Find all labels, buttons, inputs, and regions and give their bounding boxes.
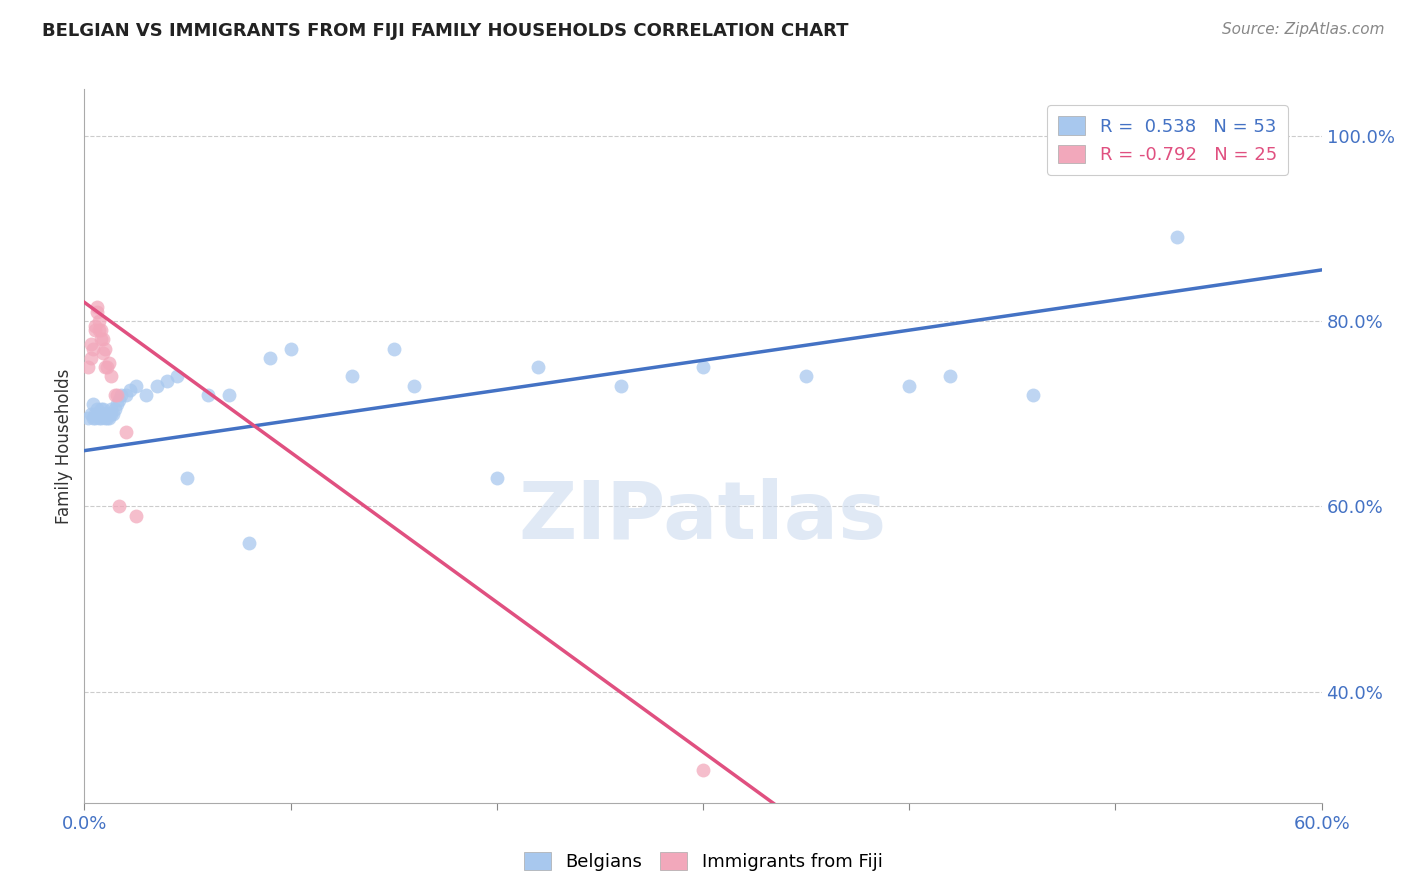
Point — [91, 333, 114, 347]
Point — [197, 388, 219, 402]
Point — [87, 411, 110, 425]
Point — [105, 388, 128, 402]
Point — [105, 397, 128, 411]
Point — [82, 397, 104, 411]
Point — [79, 407, 101, 421]
Point — [382, 342, 405, 356]
Point — [114, 425, 136, 439]
Point — [96, 407, 118, 421]
Point — [90, 411, 112, 425]
Point — [90, 323, 112, 337]
Point — [86, 407, 108, 421]
Point — [238, 536, 260, 550]
Point — [259, 351, 281, 365]
Point — [83, 318, 105, 333]
Point — [156, 374, 179, 388]
Point — [98, 355, 121, 369]
Point — [94, 360, 117, 375]
Point — [94, 411, 117, 425]
Point — [96, 360, 118, 375]
Point — [79, 351, 101, 365]
Point — [94, 342, 117, 356]
Point — [125, 508, 148, 523]
Point — [485, 471, 508, 485]
Point — [100, 401, 122, 416]
Point — [83, 407, 105, 421]
Text: ZIPatlas: ZIPatlas — [519, 478, 887, 557]
Point — [135, 388, 157, 402]
Point — [176, 471, 198, 485]
Point — [114, 388, 136, 402]
Point — [100, 369, 122, 384]
Point — [404, 378, 426, 392]
Point — [90, 333, 112, 347]
Point — [87, 323, 110, 337]
Point — [98, 407, 121, 421]
Point — [87, 314, 110, 328]
Point — [108, 500, 131, 514]
Point — [218, 388, 240, 402]
Point — [166, 369, 188, 384]
Point — [77, 360, 100, 375]
Point — [90, 401, 112, 416]
Point — [108, 392, 131, 407]
Point — [280, 342, 302, 356]
Point — [145, 378, 167, 392]
Point — [1022, 388, 1045, 402]
Point — [794, 369, 817, 384]
Point — [104, 388, 127, 402]
Point — [86, 304, 108, 318]
Point — [96, 411, 118, 425]
Point — [91, 346, 114, 360]
Point — [86, 401, 108, 416]
Text: BELGIAN VS IMMIGRANTS FROM FIJI FAMILY HOUSEHOLDS CORRELATION CHART: BELGIAN VS IMMIGRANTS FROM FIJI FAMILY H… — [42, 22, 849, 40]
Point — [86, 300, 108, 314]
Point — [87, 407, 110, 421]
Point — [939, 369, 962, 384]
Point — [82, 342, 104, 356]
Point — [98, 411, 121, 425]
Point — [91, 407, 114, 421]
Point — [609, 378, 631, 392]
Point — [83, 323, 105, 337]
Text: Source: ZipAtlas.com: Source: ZipAtlas.com — [1222, 22, 1385, 37]
Point — [77, 411, 100, 425]
Point — [103, 407, 125, 421]
Point — [82, 411, 104, 425]
Legend: Belgians, Immigrants from Fiji: Belgians, Immigrants from Fiji — [516, 845, 890, 879]
Point — [342, 369, 364, 384]
Point — [1166, 230, 1188, 244]
Point — [1227, 124, 1250, 138]
Point — [83, 411, 105, 425]
Point — [94, 407, 117, 421]
Point — [125, 378, 148, 392]
Point — [104, 401, 127, 416]
Point — [692, 360, 714, 375]
Point — [527, 360, 550, 375]
Y-axis label: Family Households: Family Households — [55, 368, 73, 524]
Point — [110, 388, 132, 402]
Point — [118, 384, 141, 398]
Point — [692, 764, 714, 778]
Legend: R =  0.538   N = 53, R = -0.792   N = 25: R = 0.538 N = 53, R = -0.792 N = 25 — [1047, 105, 1288, 175]
Point — [79, 337, 101, 351]
Point — [898, 378, 921, 392]
Point — [100, 407, 122, 421]
Point — [91, 401, 114, 416]
